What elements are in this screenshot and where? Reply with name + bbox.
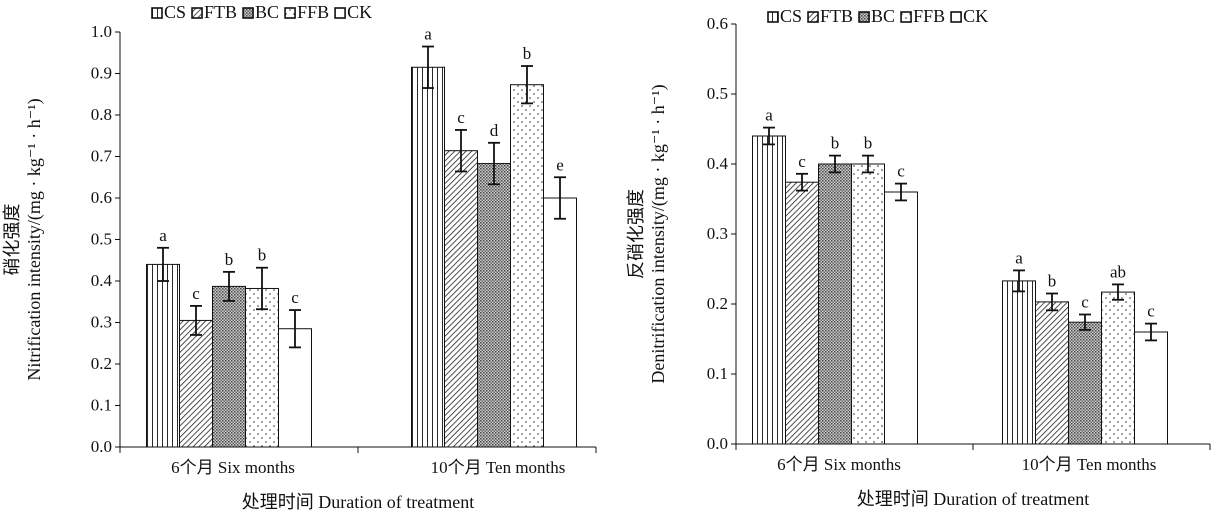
bar-ftb bbox=[1035, 301, 1069, 445]
legend-swatch-ftb bbox=[191, 7, 203, 19]
y-tick-label: 0.0 bbox=[91, 437, 112, 456]
y-tick-label: 0.3 bbox=[91, 313, 112, 332]
y-tick-label: 0.4 bbox=[707, 154, 729, 173]
bar-ck bbox=[278, 328, 312, 448]
bar-bc bbox=[477, 163, 511, 448]
significance-label: b bbox=[225, 250, 234, 269]
legend-label: BC bbox=[871, 6, 895, 26]
y-tick-label: 0.4 bbox=[91, 271, 113, 290]
y-tick-label: 0.3 bbox=[707, 224, 728, 243]
y-tick-label: 0.6 bbox=[707, 14, 728, 33]
significance-label: d bbox=[490, 121, 499, 140]
legend-label: BC bbox=[255, 2, 279, 22]
legend-swatch-ffb bbox=[284, 7, 296, 19]
legend-label: CS bbox=[780, 6, 802, 26]
significance-label: c bbox=[897, 162, 905, 181]
bar-ck bbox=[543, 197, 577, 448]
bar-ffb bbox=[510, 84, 544, 448]
y-tick-label: 0.1 bbox=[91, 396, 112, 415]
y-tick-label: 0.1 bbox=[707, 364, 728, 383]
y-tick-label: 0.5 bbox=[91, 230, 112, 249]
legend-swatch-ck bbox=[950, 11, 962, 23]
bar-cs bbox=[1002, 280, 1036, 445]
significance-label: b bbox=[1048, 272, 1057, 291]
significance-label: c bbox=[1147, 302, 1155, 321]
y-axis-title-cn: 反硝化强度 bbox=[626, 189, 646, 279]
bar-bc bbox=[212, 285, 246, 448]
y-tick-label: 0.7 bbox=[91, 147, 113, 166]
y-axis-title: 反硝化强度 Denitrification intensity/(mg · kg⁻… bbox=[626, 84, 669, 383]
y-tick-label: 1.0 bbox=[91, 22, 112, 41]
significance-label: b bbox=[831, 134, 840, 153]
bar-ftb bbox=[785, 181, 819, 445]
significance-label: e bbox=[556, 155, 564, 174]
x-tick-label: 10个月 Ten months bbox=[1022, 455, 1157, 474]
legend-swatch-ffb bbox=[900, 11, 912, 23]
y-tick-label: 0.5 bbox=[707, 84, 728, 103]
legend-label: FTB bbox=[204, 2, 237, 22]
y-axis-title-en: Nitrification intensity/(mg · kg⁻¹ · h⁻¹… bbox=[24, 98, 45, 380]
legend-swatch-cs bbox=[151, 7, 163, 19]
legend-swatch-ck bbox=[334, 7, 346, 19]
legend-label: CS bbox=[164, 2, 186, 22]
significance-label: a bbox=[1015, 248, 1023, 267]
x-tick-label: 10个月 Ten months bbox=[431, 458, 566, 477]
y-axis-title-cn: 硝化强度 bbox=[2, 204, 22, 276]
bar-ffb bbox=[245, 287, 279, 448]
bar-bc bbox=[1068, 321, 1102, 445]
significance-label: b bbox=[864, 134, 873, 153]
bar-bc bbox=[818, 163, 852, 445]
legend: CS FTB BC FFB CK bbox=[151, 2, 372, 22]
significance-label: b bbox=[523, 44, 532, 63]
bar-ftb bbox=[444, 150, 478, 448]
significance-label: a bbox=[765, 106, 773, 125]
legend-swatch-bc bbox=[858, 11, 870, 23]
legend-swatch-ftb bbox=[807, 11, 819, 23]
y-tick-label: 0.0 bbox=[707, 434, 728, 453]
legend-swatch-bc bbox=[242, 7, 254, 19]
legend-label: CK bbox=[347, 2, 372, 22]
y-tick-label: 0.6 bbox=[91, 188, 112, 207]
legend-swatch-cs bbox=[767, 11, 779, 23]
significance-label: c bbox=[457, 108, 465, 127]
bar-ck bbox=[1134, 331, 1168, 445]
legend-label: CK bbox=[963, 6, 988, 26]
significance-label: b bbox=[258, 246, 267, 265]
significance-label: c bbox=[798, 152, 806, 171]
y-tick-label: 0.9 bbox=[91, 64, 112, 83]
bar-cs bbox=[752, 135, 786, 445]
y-axis-title: 硝化强度 Nitrification intensity/(mg · kg⁻¹ ·… bbox=[2, 98, 45, 380]
legend-label: FFB bbox=[297, 2, 329, 22]
bar-ffb bbox=[851, 163, 885, 445]
y-tick-label: 0.8 bbox=[91, 105, 112, 124]
significance-label: ab bbox=[1110, 262, 1126, 281]
significance-label: a bbox=[424, 25, 432, 44]
legend-label: FTB bbox=[820, 6, 853, 26]
legend: CS FTB BC FFB CK bbox=[767, 6, 988, 26]
x-tick-label: 6个月 Six months bbox=[171, 458, 295, 477]
bar-ck bbox=[884, 191, 918, 445]
bar-cs bbox=[411, 66, 445, 448]
x-axis-title: 处理时间 Duration of treatment bbox=[857, 489, 1089, 509]
significance-label: c bbox=[1081, 293, 1089, 312]
x-axis-title: 处理时间 Duration of treatment bbox=[242, 492, 474, 512]
y-tick-label: 0.2 bbox=[91, 354, 112, 373]
y-axis-title-en: Denitrification intensity/(mg · kg⁻¹ · h… bbox=[648, 84, 669, 383]
legend-label: FFB bbox=[913, 6, 945, 26]
x-tick-label: 6个月 Six months bbox=[777, 455, 901, 474]
significance-label: c bbox=[192, 284, 200, 303]
chart-1: 0.0 0.1 0.2 0.3 0.4 0.5 0.6 0.7 0.8 0.9 1.0 6个月 Six… bbox=[2, 2, 597, 512]
significance-label: c bbox=[291, 288, 299, 307]
significance-label: a bbox=[159, 226, 167, 245]
bar-ftb bbox=[179, 319, 213, 448]
y-tick-label: 0.2 bbox=[707, 294, 728, 313]
bar-ffb bbox=[1101, 291, 1135, 445]
chart-2: 0.0 0.1 0.2 0.3 0.4 0.5 0.6 6个月 Six months 10个月 … bbox=[626, 6, 1211, 509]
bar-cs bbox=[146, 263, 180, 448]
